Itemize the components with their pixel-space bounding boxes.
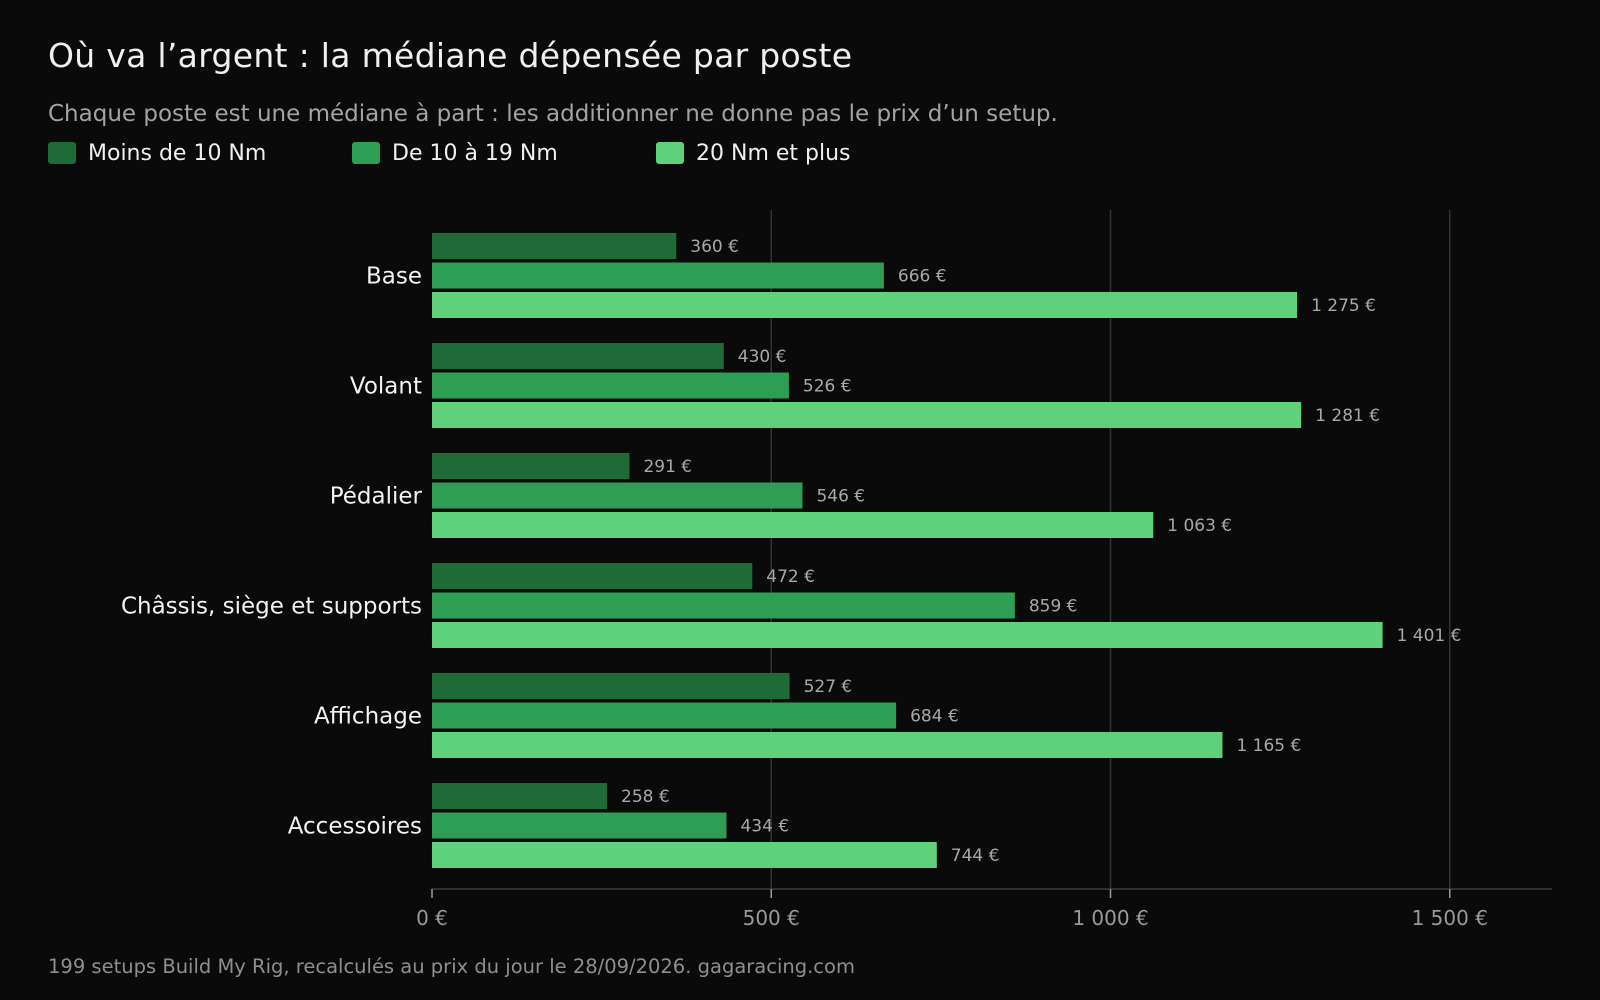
bar: [432, 783, 608, 809]
bar-value-label: 546 €: [816, 487, 865, 507]
category-label: Base: [366, 264, 422, 290]
legend-label: Moins de 10 Nm: [88, 140, 267, 166]
bar: [432, 842, 937, 868]
bar-value-label: 684 €: [910, 707, 959, 727]
bar: [432, 372, 789, 399]
legend-item: Moins de 10 Nm: [48, 138, 266, 168]
bar-value-label: 360 €: [690, 237, 739, 257]
bar: [432, 343, 724, 369]
category-label: Châssis, siège et supports: [121, 594, 422, 620]
x-tick-label: 500 €: [743, 906, 800, 930]
legend-swatch: [352, 142, 380, 164]
bar-value-label: 526 €: [803, 377, 852, 397]
bar-value-label: 1 275 €: [1311, 296, 1376, 316]
x-tick-label: 0 €: [416, 906, 448, 930]
bar-value-label: 291 €: [643, 457, 692, 477]
bar: [432, 233, 677, 259]
bar-value-label: 1 165 €: [1236, 736, 1301, 756]
bar: [432, 402, 1302, 428]
bar: [432, 563, 753, 589]
bar: [432, 262, 884, 289]
bar-value-label: 1 401 €: [1397, 626, 1462, 646]
category-label: Accessoires: [288, 814, 422, 840]
bar: [432, 292, 1298, 318]
chart-source-note: 199 setups Build My Rig, recalculés au p…: [48, 955, 855, 978]
bar: [432, 512, 1154, 538]
bar: [432, 732, 1223, 758]
chart-subtitle: Chaque poste est une médiane à part : le…: [48, 101, 1058, 127]
legend-label: De 10 à 19 Nm: [392, 140, 558, 166]
bar-value-label: 1 063 €: [1167, 516, 1232, 536]
bar: [432, 673, 790, 699]
bar-value-label: 666 €: [898, 267, 947, 287]
bar: [432, 702, 897, 729]
bar: [432, 622, 1383, 648]
bar-value-label: 472 €: [766, 567, 815, 587]
bar: [432, 453, 630, 479]
bar: [432, 812, 727, 839]
bar-value-label: 258 €: [621, 787, 670, 807]
category-label: Affichage: [314, 704, 422, 730]
bar-value-label: 1 281 €: [1315, 406, 1380, 426]
bar: [432, 592, 1015, 619]
bar-value-label: 434 €: [740, 817, 789, 837]
x-tick-label: 1 000 €: [1072, 906, 1148, 930]
x-tick-label: 1 500 €: [1412, 906, 1488, 930]
legend-item: De 10 à 19 Nm: [352, 138, 558, 168]
category-label: Volant: [350, 374, 422, 400]
legend-swatch: [48, 142, 76, 164]
bar: [432, 482, 803, 509]
chart-title: Où va l’argent : la médiane dépensée par…: [48, 36, 853, 75]
category-label: Pédalier: [330, 484, 423, 510]
bar-value-label: 430 €: [738, 347, 787, 367]
bar-value-label: 859 €: [1029, 597, 1078, 617]
legend-swatch: [656, 142, 684, 164]
legend-item: 20 Nm et plus: [656, 138, 851, 168]
bar-value-label: 744 €: [951, 846, 1000, 866]
bar-value-label: 527 €: [804, 677, 853, 697]
legend-label: 20 Nm et plus: [696, 140, 851, 166]
